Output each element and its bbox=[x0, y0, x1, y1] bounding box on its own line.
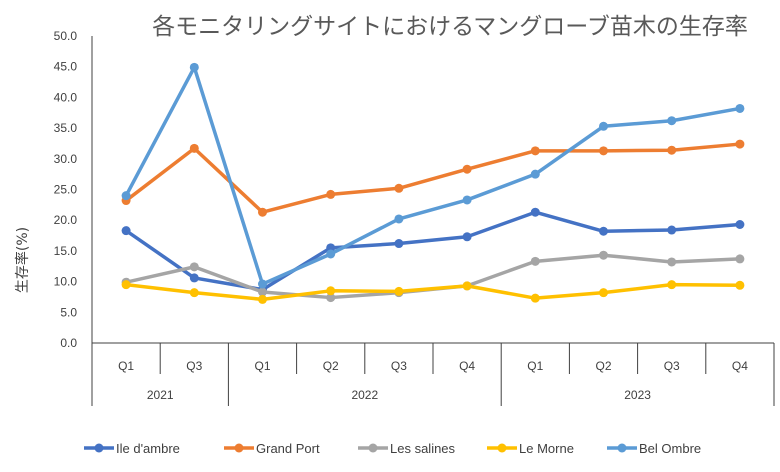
data-point bbox=[462, 281, 472, 291]
y-tick-label: 50.0 bbox=[54, 29, 78, 43]
legend-item: Les salines bbox=[358, 441, 456, 456]
data-point bbox=[667, 145, 677, 155]
data-point bbox=[735, 254, 745, 264]
legend-swatch-marker bbox=[617, 443, 627, 453]
data-point bbox=[735, 103, 745, 113]
data-point bbox=[530, 256, 540, 266]
data-point bbox=[530, 146, 540, 156]
data-point bbox=[258, 207, 267, 217]
data-point bbox=[530, 207, 540, 217]
legend-item: Ile d'ambre bbox=[84, 441, 180, 456]
x-tick-label: Q2 bbox=[595, 359, 611, 373]
legend: Ile d'ambre Grand Port Les salines Le Morne… bbox=[84, 441, 701, 456]
x-tick-label: Q3 bbox=[391, 359, 407, 373]
y-axis-label: 生存率(%) bbox=[14, 227, 31, 293]
legend-item: Bel Ombre bbox=[607, 441, 701, 456]
data-point bbox=[735, 280, 745, 290]
y-axis-ticks: 0.0 5.0 10.0 15.0 20.0 25.0 30.0 35.0 40.0 45.0 50… bbox=[54, 29, 78, 350]
data-point bbox=[394, 239, 404, 249]
data-point bbox=[462, 195, 472, 205]
legend-swatch-marker bbox=[94, 443, 104, 453]
legend-label: Les salines bbox=[390, 441, 456, 456]
data-point bbox=[462, 164, 472, 174]
y-tick-label: 5.0 bbox=[60, 305, 77, 319]
data-point bbox=[326, 189, 336, 199]
y-tick-label: 20.0 bbox=[54, 213, 78, 227]
legend-swatch-marker bbox=[497, 443, 507, 453]
legend-label: Grand Port bbox=[256, 441, 320, 456]
data-point bbox=[462, 232, 472, 242]
data-point bbox=[530, 293, 540, 303]
year-label: 2022 bbox=[351, 388, 378, 402]
series-line bbox=[125, 253, 740, 300]
legend-item: Le Morne bbox=[487, 441, 574, 456]
data-point bbox=[667, 257, 677, 267]
y-tick-label: 45.0 bbox=[54, 60, 78, 74]
legend-swatch-marker bbox=[368, 443, 378, 453]
data-point bbox=[394, 214, 404, 224]
series-line bbox=[125, 210, 741, 292]
legend-item: Grand Port bbox=[224, 441, 320, 456]
x-tick-label: Q4 bbox=[732, 359, 748, 373]
x-axis-ticks: Q1 Q3 Q1 Q2 Q3 Q4 Q1 Q2 Q3 Q4 2021 2022 2023 bbox=[118, 343, 775, 406]
x-tick-label: Q1 bbox=[254, 359, 270, 373]
data-point bbox=[667, 116, 677, 126]
data-point bbox=[326, 249, 336, 259]
series-line bbox=[124, 65, 741, 286]
x-tick-label: Q4 bbox=[459, 359, 475, 373]
data-point bbox=[326, 286, 336, 296]
data-point bbox=[599, 226, 608, 236]
data-point bbox=[121, 191, 131, 201]
series-bel-ombre bbox=[121, 62, 745, 289]
data-point bbox=[735, 139, 745, 149]
x-tick-label: Q3 bbox=[186, 359, 202, 373]
x-tick-label: Q2 bbox=[323, 359, 339, 373]
data-point bbox=[394, 286, 404, 296]
data-point bbox=[258, 287, 267, 297]
legend-label: Le Morne bbox=[519, 441, 574, 456]
x-tick-label: Q3 bbox=[664, 359, 680, 373]
x-tick-label: Q1 bbox=[118, 359, 134, 373]
data-point bbox=[599, 146, 608, 156]
data-point bbox=[735, 219, 745, 229]
year-label: 2023 bbox=[624, 388, 651, 402]
series-line bbox=[125, 282, 740, 302]
y-tick-label: 35.0 bbox=[54, 121, 78, 135]
data-point bbox=[189, 273, 199, 283]
data-point bbox=[189, 288, 199, 298]
chart-title: 各モニタリングサイトにおけるマングローブ苗木の生存率 bbox=[152, 14, 748, 40]
data-point bbox=[326, 293, 336, 303]
data-point bbox=[121, 226, 131, 236]
data-point bbox=[667, 225, 677, 235]
legend-swatch-marker bbox=[234, 443, 244, 453]
y-tick-label: 25.0 bbox=[54, 183, 78, 197]
y-tick-label: 30.0 bbox=[54, 152, 78, 166]
legend-label: Ile d'ambre bbox=[116, 441, 180, 456]
data-point bbox=[667, 280, 677, 290]
data-point bbox=[258, 294, 267, 304]
series-ile-d-ambre bbox=[121, 207, 745, 295]
data-point bbox=[394, 183, 404, 193]
data-point bbox=[121, 280, 131, 290]
x-tick-label: Q1 bbox=[527, 359, 543, 373]
series-line bbox=[125, 142, 741, 214]
data-point bbox=[258, 279, 267, 289]
year-label: 2021 bbox=[147, 388, 174, 402]
y-tick-label: 0.0 bbox=[60, 336, 77, 350]
data-point bbox=[599, 250, 608, 260]
data-point bbox=[530, 169, 540, 179]
y-tick-label: 10.0 bbox=[54, 275, 78, 289]
data-point bbox=[189, 62, 199, 72]
data-point bbox=[189, 143, 199, 153]
y-tick-label: 15.0 bbox=[54, 244, 78, 258]
series-grand-port bbox=[121, 139, 745, 217]
data-point bbox=[189, 262, 199, 272]
series-layer bbox=[121, 62, 745, 304]
y-tick-label: 40.0 bbox=[54, 90, 78, 104]
legend-label: Bel Ombre bbox=[639, 441, 701, 456]
data-point bbox=[599, 121, 608, 131]
series-le-morne bbox=[121, 280, 745, 304]
data-point bbox=[599, 288, 608, 298]
